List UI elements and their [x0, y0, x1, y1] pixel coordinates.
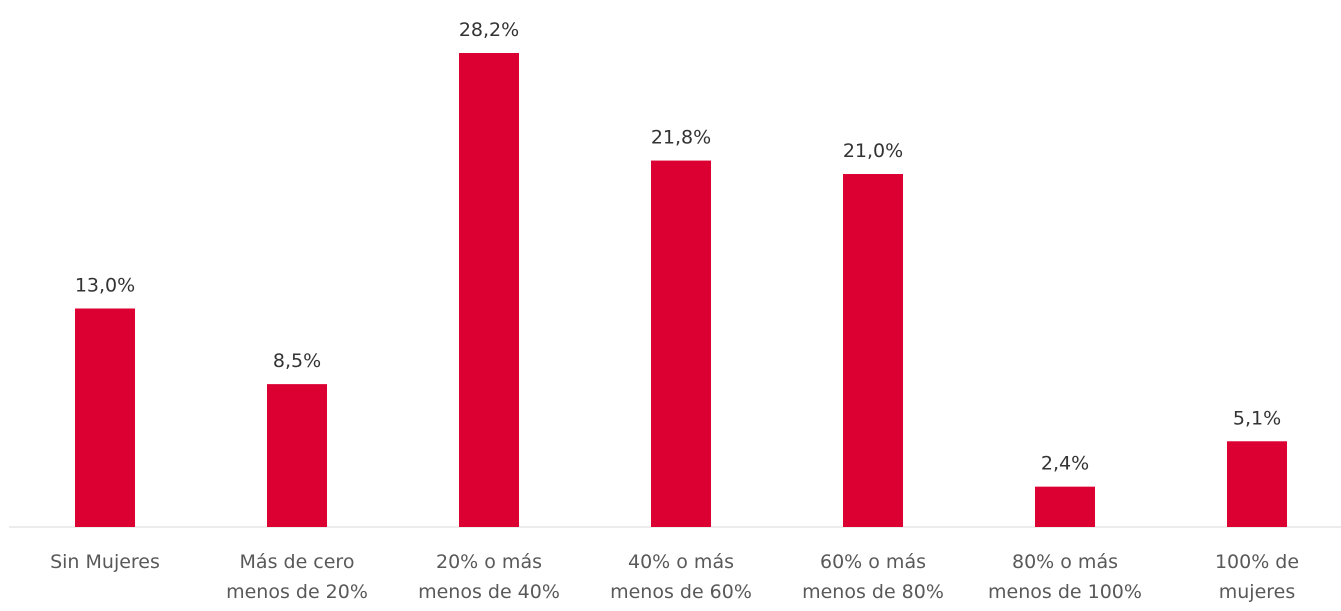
bar — [459, 53, 519, 527]
bar — [1035, 486, 1095, 527]
x-tick-label: 40% o más menos de 60% — [610, 551, 752, 603]
value-label: 2,4% — [1041, 453, 1089, 475]
x-tick-label: 80% o más menos de 100% — [988, 551, 1142, 603]
x-tick-label: 60% o más menos de 80% — [802, 551, 944, 603]
value-label: 21,0% — [843, 140, 903, 162]
x-tick-label: 100% de mujeres — [1214, 551, 1300, 603]
bar — [843, 174, 903, 527]
x-tick-label: 20% o más menos de 40% — [418, 551, 560, 603]
value-label: 5,1% — [1233, 407, 1281, 429]
bar — [75, 308, 135, 527]
value-label: 13,0% — [75, 274, 135, 296]
bar — [651, 160, 711, 527]
x-tick-label: Sin Mujeres — [50, 551, 160, 573]
value-label: 21,8% — [651, 127, 711, 149]
value-label: 8,5% — [273, 350, 321, 372]
bar — [267, 384, 327, 527]
bar — [1227, 441, 1287, 527]
x-tick-label: Más de cero menos de 20% — [226, 551, 368, 603]
value-label: 28,2% — [459, 19, 519, 41]
